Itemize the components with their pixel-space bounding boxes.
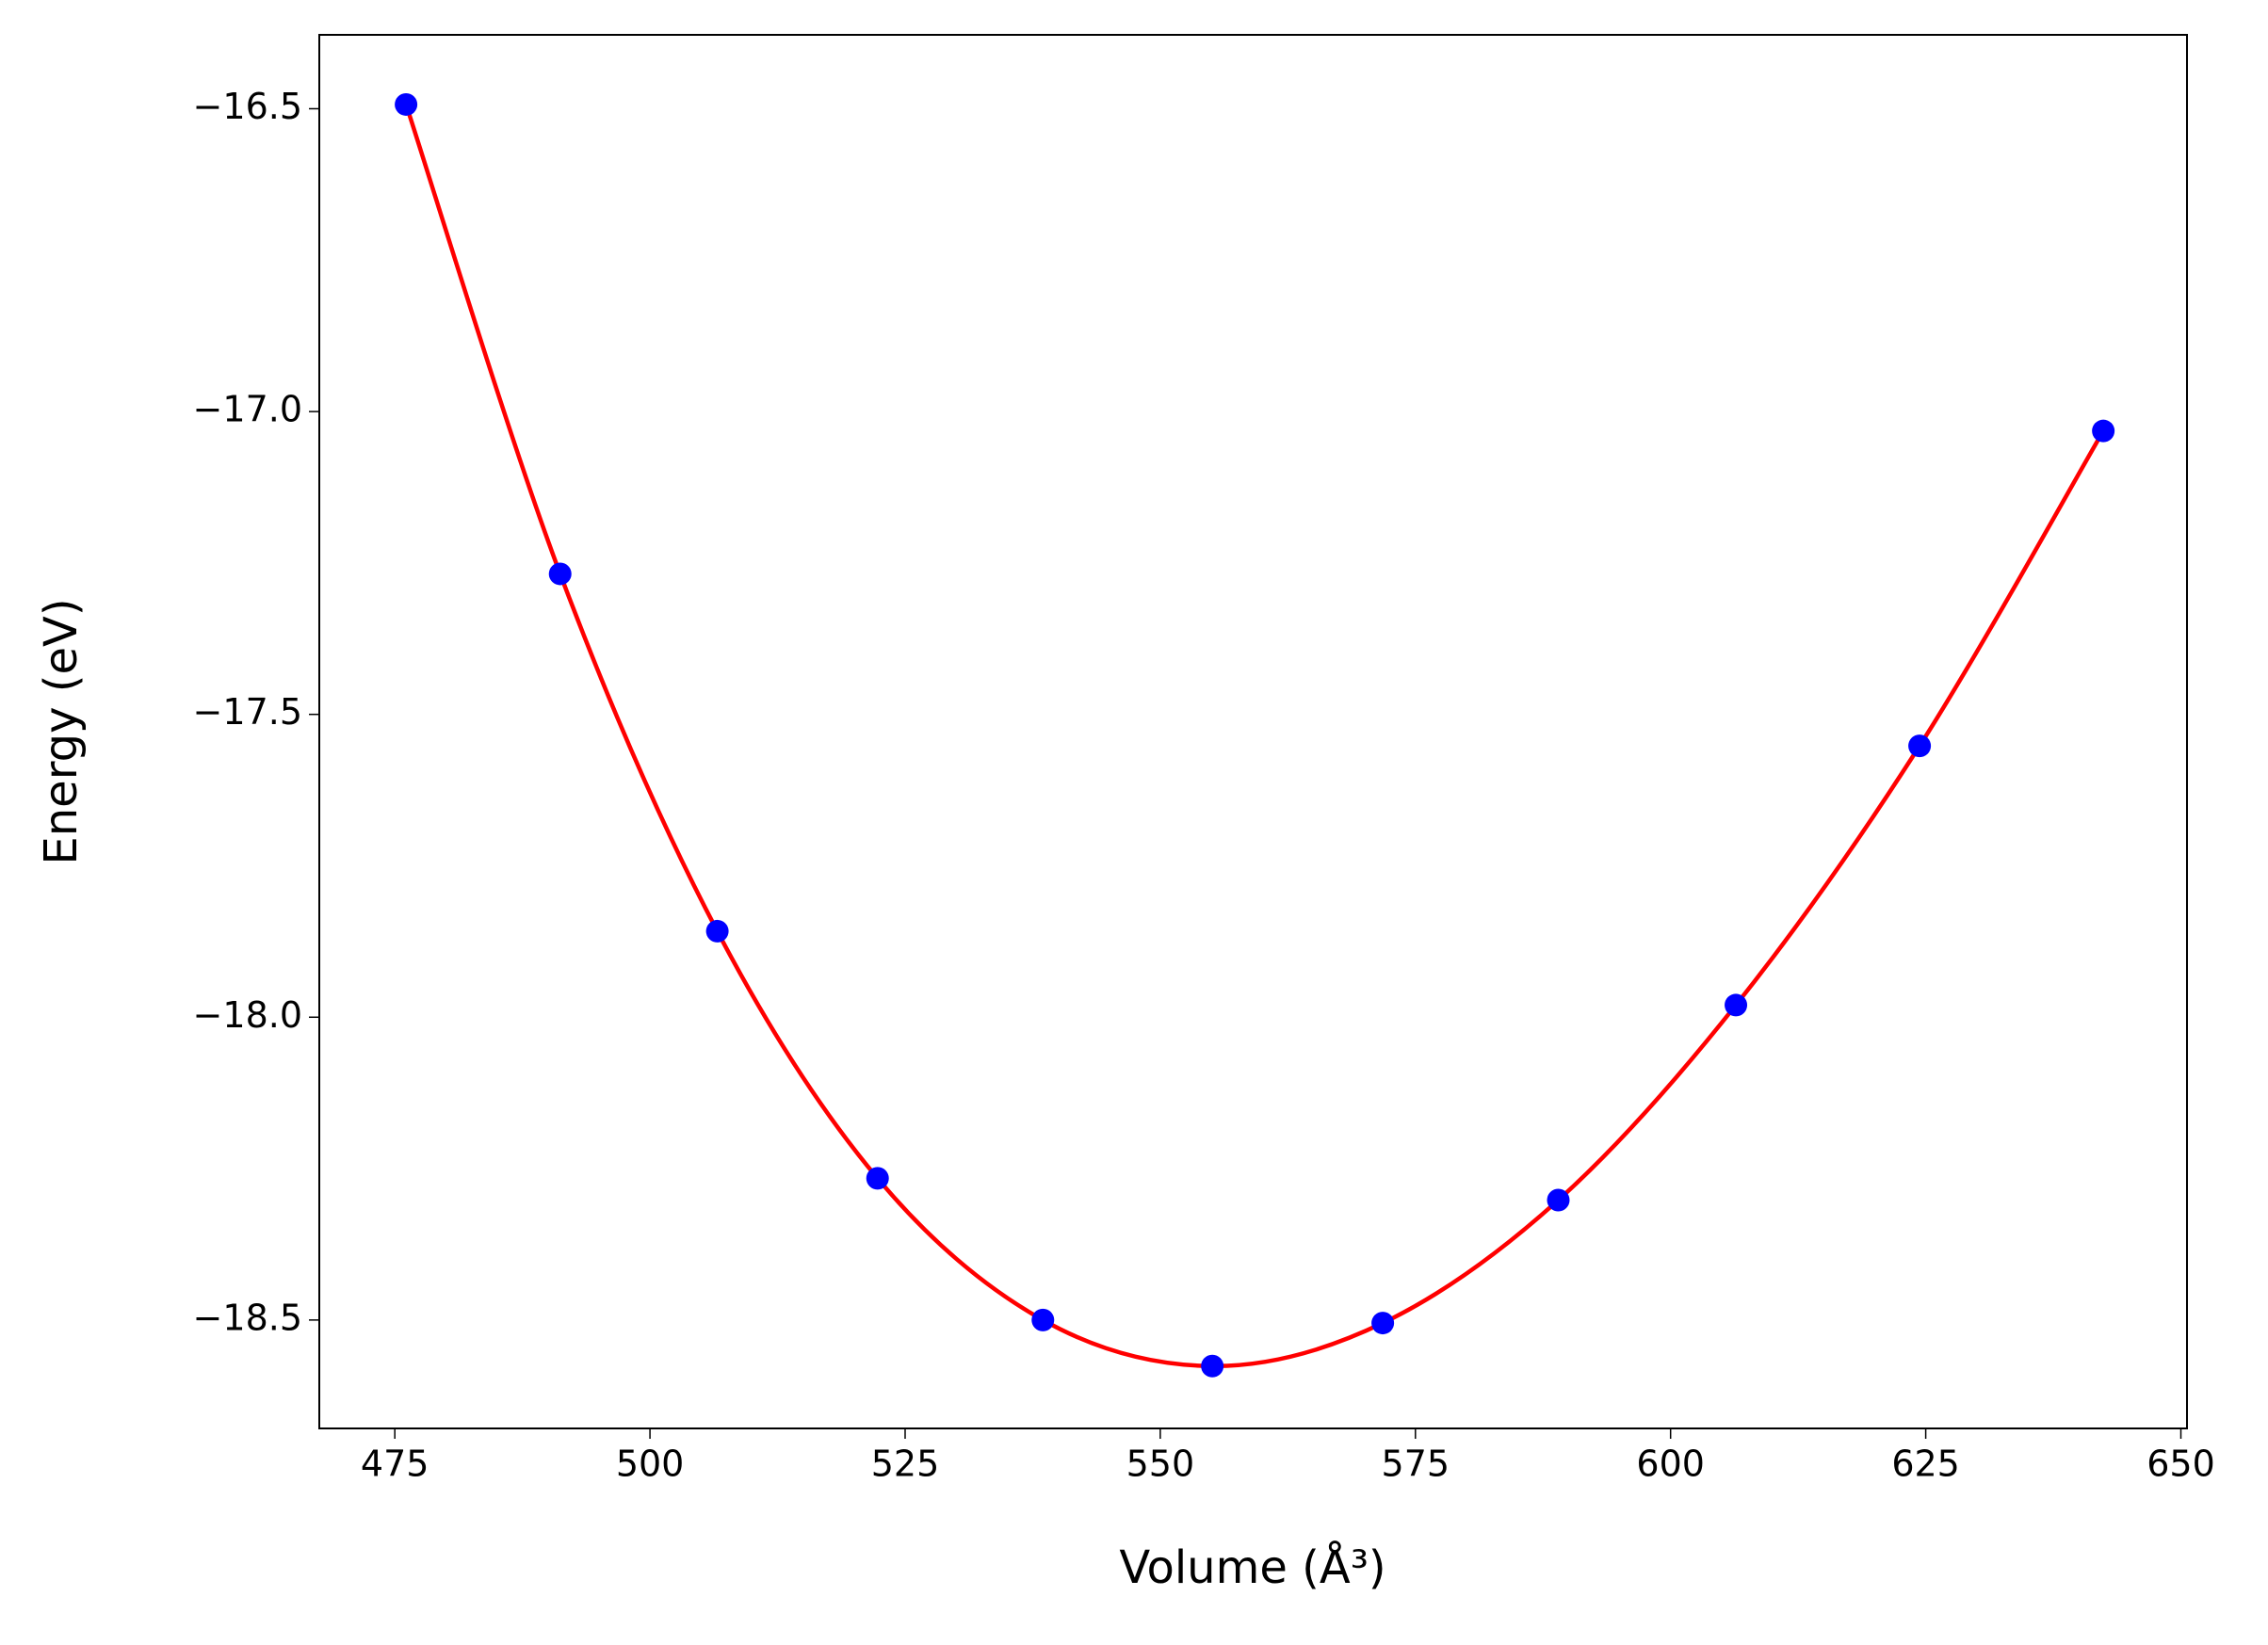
x-tick-label: 550	[1126, 1443, 1195, 1485]
plot-frame	[318, 34, 2188, 1429]
fit-line	[403, 104, 2106, 1369]
x-tick-label: 525	[871, 1443, 940, 1485]
y-tick-label: −18.5	[193, 1297, 302, 1338]
data-point	[1201, 1354, 1224, 1378]
data-point	[1031, 1308, 1055, 1331]
data-point	[866, 1167, 889, 1190]
y-axis-label: Energy (eV)	[35, 598, 88, 864]
x-axis-label: Volume (Å³)	[1119, 1540, 1385, 1594]
y-tick-label: −17.5	[193, 691, 302, 733]
x-tick-label: 600	[1636, 1443, 1705, 1485]
x-tick-label: 650	[2146, 1443, 2215, 1485]
y-tick-label: −16.5	[193, 86, 302, 127]
y-tick-label: −18.0	[193, 994, 302, 1036]
x-tick-label: 575	[1382, 1443, 1450, 1485]
data-point	[1371, 1312, 1395, 1335]
data-point	[1725, 993, 1748, 1017]
y-tick-label: −17.0	[193, 389, 302, 430]
data-point	[548, 562, 572, 586]
x-tick-label: 475	[361, 1443, 429, 1485]
data-point	[395, 92, 418, 116]
data-point	[1908, 734, 1932, 758]
data-point	[705, 919, 729, 943]
x-tick-label: 625	[1891, 1443, 1960, 1485]
data-point	[2092, 419, 2115, 443]
x-tick-label: 500	[616, 1443, 685, 1485]
data-point	[1547, 1188, 1570, 1212]
